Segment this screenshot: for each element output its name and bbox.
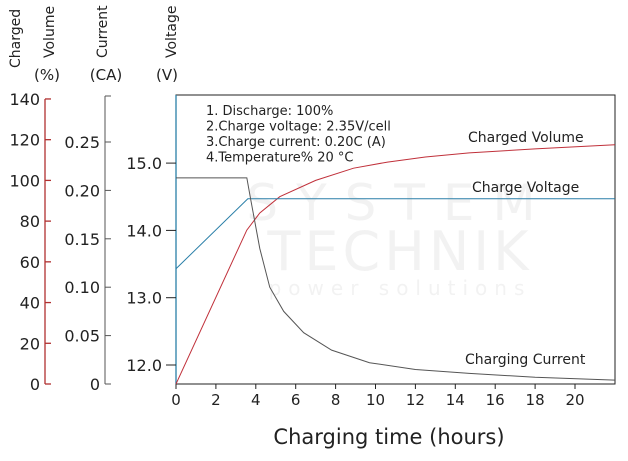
conditions-notes: 1. Discharge: 100%2.Charge voltage: 2.35… xyxy=(206,104,391,166)
x-tick-label: 0 xyxy=(171,391,181,409)
volume-axis-title-line1: Charged xyxy=(8,9,24,68)
current-axis-title-line1: Current xyxy=(95,5,111,58)
current-tick-label: 0 xyxy=(90,375,100,394)
note-line: 3.Charge current: 0.20C (A) xyxy=(206,135,386,150)
volume-tick-label: 40 xyxy=(20,294,40,313)
series-line-charge-voltage xyxy=(175,198,615,270)
volume-tick-label: 80 xyxy=(20,212,40,231)
watermark-logo: SYSTEM TECHNIK power solutions xyxy=(246,174,553,300)
x-axis-title: Charging time (hours) xyxy=(273,425,504,449)
note-line: 1. Discharge: 100% xyxy=(206,104,333,119)
voltage-tick-label: 12.0 xyxy=(126,356,162,375)
volume-tick-label: 120 xyxy=(9,131,40,150)
voltage-tick-label: 13.0 xyxy=(126,289,162,308)
note-line: 4.Temperature% 20 °C xyxy=(206,151,354,166)
note-line: 2.Charge voltage: 2.35V/cell xyxy=(206,120,391,135)
watermark-line3: power solutions xyxy=(269,276,532,300)
volume-tick-label: 60 xyxy=(20,253,40,272)
volume-tick-label: 20 xyxy=(20,334,40,353)
series-label-charging-current: Charging Current xyxy=(465,352,586,368)
volume-tick-label: 0 xyxy=(30,375,40,394)
volume-axis-title-line2: Volume xyxy=(42,6,58,58)
current-tick-label: 0.05 xyxy=(64,327,100,346)
volume-tick-label: 140 xyxy=(9,90,40,109)
series-line-charged-volume xyxy=(175,144,615,385)
current-tick-label: 0.10 xyxy=(64,278,100,297)
series-line-charging-current xyxy=(176,177,615,381)
voltage-axis-unit: (V) xyxy=(156,66,178,84)
x-tick-label: 18 xyxy=(526,391,545,409)
x-tick-label: 12 xyxy=(406,391,425,409)
voltage-axis-title-line1: Voltage xyxy=(164,5,180,58)
current-tick-label: 0.25 xyxy=(64,133,100,152)
series-label-charge-voltage: Charge Voltage xyxy=(472,180,579,196)
x-tick-label: 14 xyxy=(446,391,465,409)
x-tick-label: 8 xyxy=(331,391,341,409)
x-tick-label: 4 xyxy=(251,391,261,409)
x-tick-label: 2 xyxy=(211,391,221,409)
x-tick-label: 6 xyxy=(291,391,301,409)
x-tick-label: 16 xyxy=(486,391,505,409)
x-tick-label: 20 xyxy=(565,391,584,409)
voltage-tick-label: 14.0 xyxy=(126,221,162,240)
current-tick-label: 0.20 xyxy=(64,181,100,200)
volume-axis-unit: (%) xyxy=(34,66,60,84)
current-axis-unit: (CA) xyxy=(90,66,122,84)
volume-tick-label: 100 xyxy=(9,171,40,190)
watermark-line1: SYSTEM xyxy=(246,174,553,232)
voltage-tick-label: 15.0 xyxy=(126,154,162,173)
series-label-charged-volume: Charged Volume xyxy=(468,130,584,146)
x-tick-label: 10 xyxy=(366,391,385,409)
watermark-line2: TECHNIK xyxy=(266,220,532,283)
current-tick-label: 0.15 xyxy=(64,230,100,249)
